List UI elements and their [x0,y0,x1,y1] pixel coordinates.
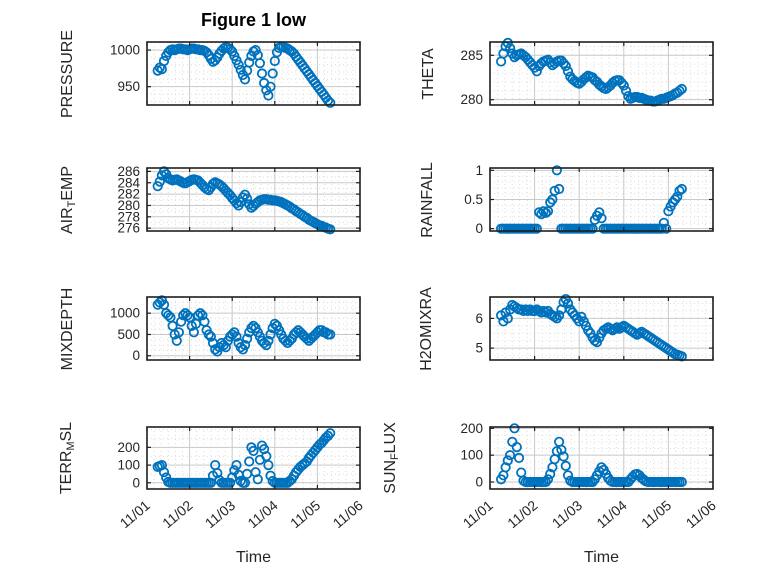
tick-marks [489,297,714,360]
x-tick-label: 11/05 [287,497,323,531]
y-tick-label: 5 [475,341,483,356]
x-tick-label: 11/05 [638,497,674,531]
tick-marks [146,297,361,360]
y-tick-label: 0.5 [464,192,483,207]
y-tick-label: 100 [460,448,483,463]
panel-pressure: 950 1000 [110,41,361,108]
scatter-series [152,295,336,357]
scatter-series [152,41,336,108]
x-tick-label: 11/02 [504,497,540,531]
x-tick-label: 11/03 [549,497,585,531]
x-axis-label-left: Time [236,549,271,566]
ylabel-h2omixra: H2OMIXRA [418,286,435,371]
panel-theta: 280 285 [460,37,714,107]
scatter-series [495,37,687,107]
scatter-series [495,165,687,234]
axes-box [146,296,361,361]
x-tick-label: 11/04 [593,497,629,531]
scatter-series [152,166,336,235]
scatter-series [152,428,336,488]
y-tick-label: 285 [460,48,483,63]
ylabel-sun_flux: SUNFLUX [382,422,402,494]
tick-marks [489,427,714,489]
axes-box [489,296,714,361]
y-tick-label: 282 [117,187,140,202]
axes-box [146,167,361,232]
y-tick-label: 950 [117,79,140,94]
panel-rainfall: 00.51 [464,163,714,236]
y-tick-label: 200 [460,421,483,436]
minor-grid [490,168,713,231]
y-tick-label: 500 [117,327,140,342]
axes-box [146,41,361,106]
figure-title: Figure 1 low [200,10,306,30]
y-tick-label: 284 [117,175,140,190]
tick-marks [146,427,361,489]
x-tick-label: 11/04 [244,497,280,531]
tick-marks [146,42,361,105]
x-tick-label: 11/06 [683,497,719,531]
y-tick-label: 280 [460,92,483,107]
minor-grid [490,42,713,105]
panel-h2omixra: 56 [475,293,714,362]
y-tick-label: 276 [117,221,140,236]
x-tick-label: 11/01 [117,497,153,531]
panel-mixdepth: 0 500 1000 [110,295,361,363]
y-tick-label: 0 [132,475,140,490]
tick-marks [489,168,714,231]
y-tick-label: 1000 [110,43,140,58]
y-tick-label: 6 [475,311,483,326]
y-tick-label: 0 [132,348,140,363]
y-tick-label: 286 [117,164,140,179]
y-tick-label: 0 [475,221,483,236]
ylabel-terr_msl: TERRMSL [58,421,78,495]
y-tick-label: 0 [475,475,483,490]
axes-box [146,426,361,490]
axes-box [489,426,714,490]
scatter-series [495,293,687,362]
x-tick-label: 11/02 [159,497,195,531]
panel-sun_flux: 0 100 200 11/01 11/02 11/03 11/04 11/05 11/06 [460,421,719,531]
y-tick-label: 1000 [110,306,140,321]
x-axis-label-right: Time [584,549,619,566]
x-tick-label: 11/03 [202,497,238,531]
y-tick-label: 1 [475,163,483,178]
y-tick-label: 100 [117,458,140,473]
y-tick-label: 278 [117,209,140,224]
x-tick-label: 11/06 [330,497,366,531]
y-tick-label: 280 [117,198,140,213]
y-tick-label: 200 [117,440,140,455]
axes-box [489,41,714,106]
tick-marks [146,168,361,231]
x-tick-label: 11/01 [460,497,496,531]
tick-marks [489,42,714,105]
panel-terr_msl: 0 100 200 11/01 11/02 11/03 11/04 11/05 11/06 [117,426,366,531]
